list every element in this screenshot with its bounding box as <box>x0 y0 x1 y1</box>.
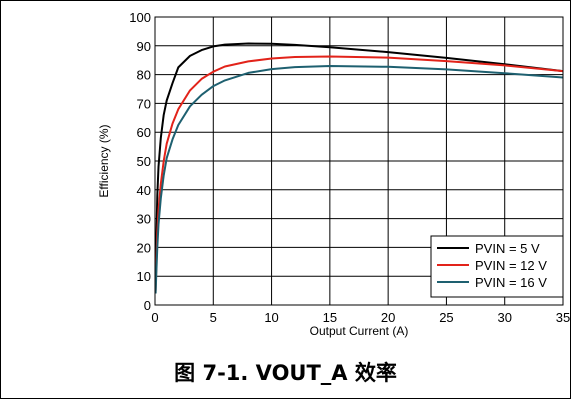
y-tick-label: 80 <box>137 68 151 83</box>
efficiency-chart: 0 5 10 15 20 25 30 35 0 10 20 30 40 50 60 70 80 90 100 Ou… <box>97 10 570 338</box>
series-line-3 <box>154 65 564 294</box>
y-tick-label: 10 <box>137 269 151 284</box>
series-line-2 <box>154 55 564 291</box>
figure-caption: 图 7-1. VOUT_A 效率 <box>174 361 397 385</box>
x-tick-label: 25 <box>439 310 453 325</box>
x-tick-label: 20 <box>381 310 395 325</box>
x-tick-label: 15 <box>323 310 337 325</box>
x-tick-label: 0 <box>151 310 158 325</box>
y-axis-ticks: 0 10 20 30 40 50 60 70 80 90 100 <box>129 10 151 313</box>
plot-border <box>154 16 564 306</box>
x-tick-label: 5 <box>210 310 217 325</box>
legend-label: PVIN = 5 V <box>475 241 540 256</box>
y-tick-label: 0 <box>144 298 151 313</box>
y-tick-label: 20 <box>137 240 151 255</box>
y-tick-label: 70 <box>137 96 151 111</box>
x-axis-ticks: 0 5 10 15 20 25 30 35 <box>151 310 570 325</box>
y-tick-label: 40 <box>137 183 151 198</box>
y-tick-label: 60 <box>137 125 151 140</box>
y-tick-label: 100 <box>129 10 151 25</box>
x-tick-label: 35 <box>556 310 570 325</box>
x-tick-label: 10 <box>264 310 278 325</box>
y-tick-label: 90 <box>137 39 151 54</box>
legend-label: PVIN = 12 V <box>475 258 547 273</box>
series-line-1 <box>154 42 564 283</box>
legend-label: PVIN = 16 V <box>475 275 547 290</box>
legend-box <box>430 235 564 298</box>
series-lines <box>154 42 564 294</box>
legend: PVIN = 5 V PVIN = 12 V PVIN = 16 V <box>430 235 564 298</box>
y-axis-label: Efficiency (%) <box>97 124 111 197</box>
y-tick-label: 30 <box>137 212 151 227</box>
x-tick-label: 30 <box>497 310 511 325</box>
y-tick-label: 50 <box>137 154 151 169</box>
x-axis-label: Output Current (A) <box>310 324 409 338</box>
